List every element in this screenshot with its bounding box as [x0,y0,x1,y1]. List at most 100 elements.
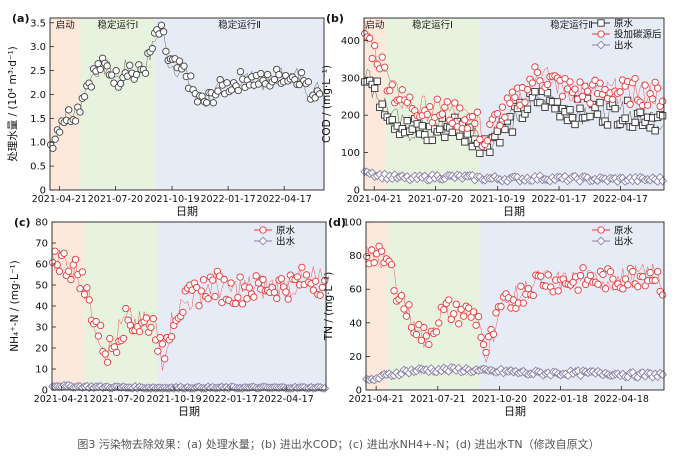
series-connector [205,283,209,292]
data-point [624,281,632,289]
series-connector [442,122,446,133]
data-point [366,34,374,42]
data-point [646,268,654,277]
series-connector [537,96,541,99]
x-tick-label: 2021-04-21 [347,194,402,205]
x-tick-label: 2022-01-17 [531,194,586,205]
data-point [433,95,441,103]
series-connector [543,270,546,274]
data-point [148,44,157,53]
data-point [245,284,253,292]
data-point [541,103,549,111]
data-point [658,112,667,120]
data-point [568,114,577,122]
data-point [371,84,379,92]
data-point [238,300,247,308]
data-point [309,286,317,294]
legend-marker [597,226,605,234]
data-point [302,271,311,279]
data-point [179,308,187,316]
data-point [223,79,231,87]
data-point [496,121,504,130]
data-point [263,70,272,79]
y-tick-label: 80 [349,251,362,262]
data-point [295,80,303,89]
phase-band [364,18,386,190]
data-point [363,252,371,261]
data-point [571,85,579,93]
data-point [477,333,485,342]
data-point [418,122,426,130]
data-point [435,319,443,327]
data-point [403,117,411,125]
data-point [220,275,228,284]
data-point [423,110,431,119]
data-point [438,110,446,118]
data-point [202,99,211,107]
series-connector [107,338,111,362]
data-point [448,119,456,127]
data-point [616,88,624,96]
data-point [551,105,559,113]
data-point [373,77,381,85]
data-point [371,41,379,50]
phase-band [80,18,156,190]
data-point [561,74,569,83]
data-point [103,358,112,366]
data-point [476,135,484,144]
data-point [523,105,532,113]
data-point [199,276,208,284]
series-connector [100,346,104,349]
data-point [492,309,500,317]
data-point [528,79,537,87]
y-tick-label: 20 [349,352,362,363]
data-point [440,305,448,314]
plot-frame [49,17,325,191]
series-connector [485,355,489,363]
phase-label: 稳定运行Ⅰ [97,19,138,31]
data-point [461,138,469,146]
data-point [408,125,416,133]
y-tick-label: 0 [356,386,362,397]
data-point [147,323,155,332]
x-tick-label: 2021-07-20 [88,194,143,205]
data-point [511,93,519,101]
data-point [270,75,279,84]
data-point [563,85,572,93]
series-connector [118,319,122,325]
data-point [135,327,144,336]
series-connector [554,79,558,94]
data-point [117,79,125,88]
data-point [180,62,188,70]
series-effluent [362,362,668,385]
x-tick-label: 2021-07-20 [90,394,145,405]
x-tick-label: 2022-04-18 [594,394,649,405]
data-point [451,99,459,107]
series-connector [640,264,643,270]
data-point [158,340,167,348]
series-connector [244,73,248,76]
series-connector [98,341,101,347]
data-point [611,104,619,113]
data-point [606,267,615,276]
series-connector [449,105,453,112]
legend-marker [596,40,606,50]
data-point [277,275,285,283]
y-tick-label: 20 [35,344,48,355]
data-point [193,98,202,106]
series-connector [632,83,636,104]
data-point [473,108,482,116]
data-point [450,310,458,318]
x-tick-label: 2022-01-18 [533,394,588,405]
y-tick-label: 60 [35,260,48,271]
series-connector [644,266,648,275]
series-connector [378,263,382,268]
data-point [236,67,245,76]
data-point [626,100,634,108]
series-connector [394,108,398,111]
data-point [428,136,436,144]
data-point [576,78,584,86]
series-connector [617,101,621,105]
